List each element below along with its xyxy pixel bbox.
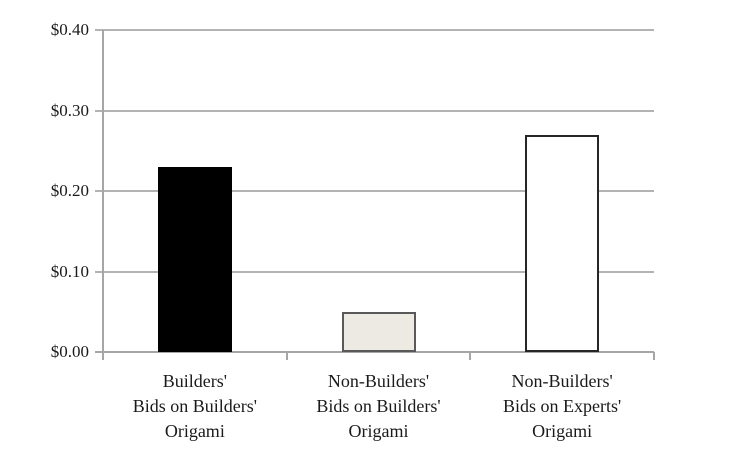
x-axis-tick xyxy=(285,352,288,360)
bar-3 xyxy=(525,134,600,352)
gridline-0.30 xyxy=(95,109,654,112)
x-axis-tick xyxy=(102,352,104,360)
gridline-0.20 xyxy=(95,190,654,192)
y-axis-tick-label: $0.20 xyxy=(50,181,89,200)
y-axis-tick-label: $0.30 xyxy=(50,100,89,120)
x-axis-tick xyxy=(469,352,472,360)
gridline-0.00 xyxy=(95,351,654,353)
y-axis-tick-label: $0.00 xyxy=(50,342,89,361)
gridline-0.40 xyxy=(95,29,654,31)
x-axis-tick xyxy=(653,352,655,360)
gridline-0.10 xyxy=(95,270,654,273)
bar-1 xyxy=(157,166,232,352)
x-axis-category-label: Non-Builders' Bids on Experts' Origami xyxy=(503,371,622,441)
y-axis-line xyxy=(102,30,104,352)
x-axis-category-label: Builders' Bids on Builders' Origami xyxy=(132,371,257,441)
y-axis-tick-label: $0.10 xyxy=(50,261,89,281)
bar-2 xyxy=(341,311,416,352)
x-axis-category-label: Non-Builders' Bids on Builders' Origami xyxy=(316,371,441,441)
y-axis-tick-label: $0.40 xyxy=(50,20,89,39)
